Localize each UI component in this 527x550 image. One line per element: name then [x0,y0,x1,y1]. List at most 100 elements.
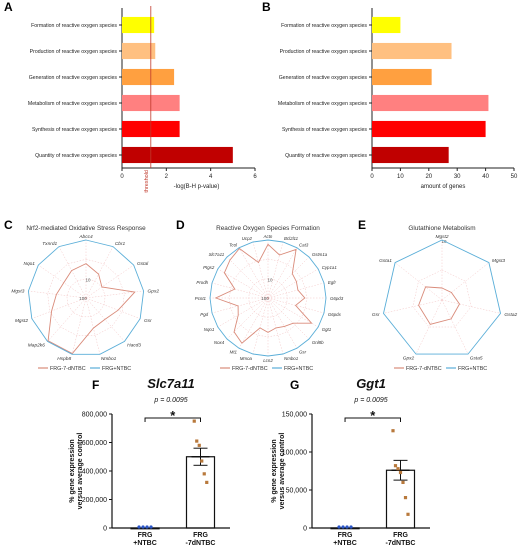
radar-spoke [238,247,269,299]
x-category-label: -7dNTBC [186,540,216,547]
radar-spoke [85,246,114,299]
radar-axis-label: Nmbo1 [284,356,299,361]
radar-axis-label: Mgst2 [15,318,28,324]
radar-axis-label: Tcol [229,242,238,247]
data-point [391,429,395,433]
x-category-label: -7dNTBC [386,540,416,547]
radar-spoke [267,297,284,355]
category-label: Synthesis of reactive oxygen species [282,127,367,133]
x-tick-label: 40 [482,174,489,180]
threshold-label: threshold [144,170,150,193]
radar-axis-label: Lcn2 [263,358,273,363]
radar-axis-label: Ptgs2 [203,265,215,270]
radar-spoke [267,241,284,299]
data-point [401,480,405,484]
y-axis-label: % gene expression [271,439,278,502]
data-point [192,419,196,423]
radar-spoke [28,290,87,299]
radar-tick-label: 100 [261,296,269,301]
chart-e-glutathione-radar: Glutathione Metabolism10Mgst2Mgst3Gsta2G… [372,225,518,372]
data-point [145,525,149,529]
radar-spoke [394,262,443,301]
x-tick-label: 20 [425,174,432,180]
radar-axis-label: Gstal [137,261,149,267]
radar-axis-label: Mt1 [230,350,238,355]
y-tick-label: 800,000 [82,412,107,419]
data-point [137,525,141,529]
radar-spoke [71,297,87,355]
category-label: Production of reactive oxygen species [280,49,368,55]
data-point [200,459,204,463]
radar-tick-label: 100 [79,296,87,301]
data-point [349,525,353,529]
radar-spoke [267,297,310,340]
legend-label: FRG-7-dNTBC [50,366,86,372]
x-tick-label: 2 [165,174,169,180]
radar-spoke [85,297,101,355]
chart-title: Ggt1 [356,376,386,391]
bar [330,527,360,530]
x-axis-label: amount of genes [421,184,466,190]
radar-axis-label: Gsr [372,312,380,318]
significance-bracket [144,417,201,422]
radar-series-line [214,243,313,344]
y-axis-label: % gene expression [69,439,76,502]
radar-axis-label: Mgst2 [435,234,448,240]
data-point [393,464,398,468]
radar-axis-label: Gsta1 [379,258,392,264]
y-tick-label: 100,000 [282,450,307,457]
radar-axis-label: Gsta5 [470,356,483,362]
data-point [205,480,209,484]
radar-spoke [85,297,141,319]
radar-title: Glutathione Metabolism [408,225,475,232]
y-tick-label: 0 [303,526,307,533]
radar-spoke [211,297,269,314]
bar [122,146,233,164]
radar-spoke [211,282,269,299]
radar-spoke [267,297,325,314]
x-tick-label: 6 [253,174,257,180]
bar [372,68,432,86]
radar-axis-label: Gsr [144,318,152,324]
y-axis-label: versus average control [77,433,84,510]
radar-axis-label: G6pd3 [330,296,344,301]
category-label: Generation of reactive oxygen species [279,75,368,81]
radar-axis-label: Gnl8b [312,340,324,345]
radar-grid-ring [229,259,307,337]
radar-spoke [267,297,298,349]
legend-label: FRG-7-dNTBC [232,366,268,372]
bar [372,146,449,164]
p-value-label: p = 0.0095 [353,397,387,404]
data-point [345,525,349,529]
data-point [195,439,199,443]
bar [372,16,401,34]
chart-f-slc7a11-bar: Slc7a11 p = 0.0095 0 200,000 400,000 600,000 8… [69,376,230,547]
chart-c-nrf2-radar: Nrf2-mediated Oxidative Stress Response 1… [11,225,160,372]
radar-axis-label: Slc7a11 [209,252,225,257]
radar-spoke [252,241,269,299]
panel-label-b: B [262,0,271,14]
panel-label-e: E [358,218,367,232]
radar-tick-label: 10 [267,278,273,283]
x-category-label: +NTBC [333,540,357,547]
radar-axis-label: Nmbo1 [101,356,117,362]
chart-d-ros-formation-radar: Reactive Oxygen Species Formation 100 10 Ac… [195,225,344,372]
radar-spoke [267,247,298,299]
radar-axis-label: Map2k6 [28,342,45,348]
radar-axis-label: Actn [263,234,273,239]
radar-tick-label: 10 [85,278,91,283]
radar-spoke [267,256,310,299]
bar [372,120,486,138]
x-category-label: FRG [338,532,353,539]
category-label: Generation of reactive oxygen species [29,75,118,81]
category-label: Quantity of reactive oxygen species [35,153,117,159]
legend-label: FRG+NTBC [284,366,313,372]
radar-axis-label: Cat3 [299,242,309,247]
chart-title: Slc7a11 [147,376,194,391]
data-point [141,525,145,529]
radar-grid-ring [66,278,106,318]
x-tick-label: 30 [454,174,461,180]
radar-axis-label: Gpx2 [148,289,160,295]
panel-label-g: G [290,378,300,392]
radar-spoke [252,297,269,355]
